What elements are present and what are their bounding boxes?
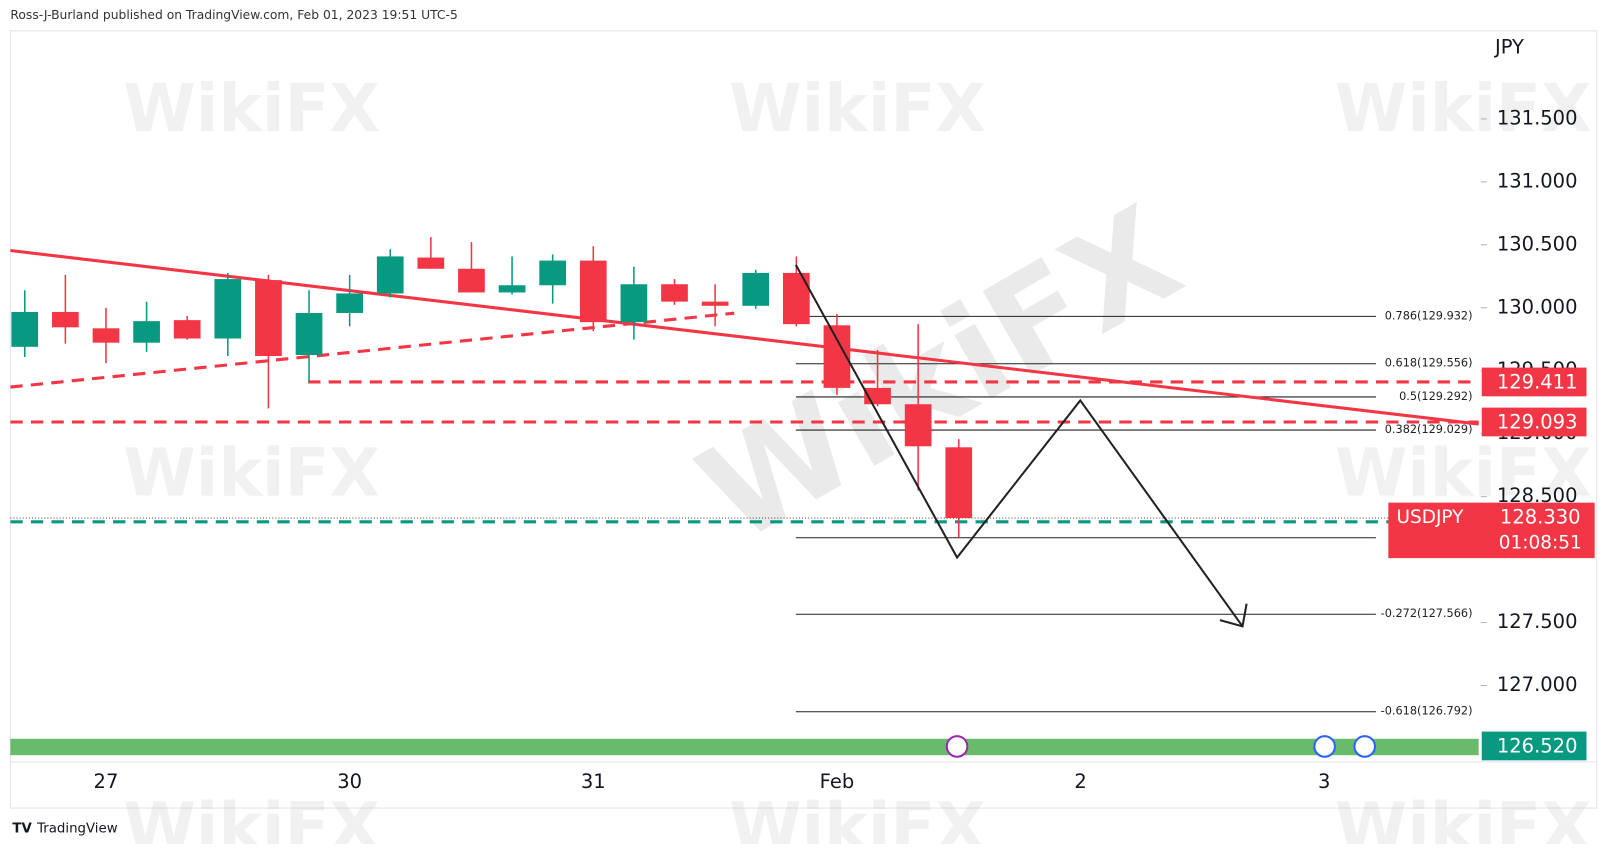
- candle-body: [92, 328, 120, 343]
- trend-line-dashed: [10, 311, 735, 389]
- watermark: WikiFX: [123, 436, 380, 512]
- price-label: 129.093: [1497, 411, 1578, 434]
- support-band: [10, 738, 1479, 756]
- fib-label: 0.382(129.029): [1385, 423, 1473, 436]
- candle-body: [539, 260, 567, 286]
- trend-line: [10, 249, 1479, 426]
- logo: TV: [12, 822, 32, 837]
- arrow-head: [1219, 603, 1248, 628]
- last-price: 128.330: [1500, 506, 1581, 529]
- candle-body: [52, 311, 79, 328]
- price-label-box: [1481, 731, 1587, 761]
- watermark: WikiFX: [1335, 436, 1592, 512]
- candle-body: [945, 447, 973, 519]
- candle-body: [417, 257, 445, 269]
- candle-body: [498, 285, 526, 293]
- y-tick-label: 131.000: [1497, 169, 1578, 192]
- projection: [794, 264, 1244, 627]
- price-label: 129.411: [1497, 370, 1578, 393]
- event-icon: [945, 735, 969, 758]
- candle-body: [458, 268, 485, 293]
- price-label-box: [1481, 367, 1587, 397]
- symbol: USDJPY: [1397, 507, 1465, 528]
- watermark: WikiFX: [729, 71, 986, 147]
- fib-label: 0.786(129.932): [1385, 309, 1473, 322]
- watermark: WikiFX: [1335, 71, 1592, 147]
- candle-body: [376, 256, 404, 294]
- y-tick-label: 131.500: [1497, 106, 1578, 129]
- y-tick-label: 130.500: [1497, 232, 1578, 255]
- fib-label: -0.272(127.566): [1381, 607, 1473, 620]
- watermark: WikiFX: [123, 790, 380, 844]
- candle-body: [295, 312, 323, 356]
- x-tick-label: 27: [94, 770, 119, 793]
- x-tick-label: 3: [1318, 770, 1330, 793]
- candle-body: [661, 284, 688, 302]
- watermark: WikiFX: [729, 790, 986, 844]
- attribution: Ross-J-Burland published on TradingView.…: [10, 8, 457, 22]
- candle-body: [173, 320, 201, 339]
- candle-body: [11, 311, 39, 347]
- candle-body: [620, 284, 648, 323]
- currency: JPY: [1493, 36, 1524, 59]
- price-label-box: [1481, 407, 1587, 437]
- y-tick-label: 127.000: [1497, 673, 1578, 696]
- last-price-box: [1388, 502, 1595, 559]
- event-icon: [1353, 735, 1376, 758]
- fib-label: -0.618(126.792): [1381, 705, 1473, 718]
- watermark: WikiFX: [123, 71, 380, 147]
- x-tick-label: 31: [581, 770, 606, 793]
- footer: TradingView: [36, 822, 118, 837]
- fib-label: 0.5(129.292): [1399, 390, 1472, 403]
- candle-body: [214, 279, 242, 339]
- event-icon: [1313, 735, 1336, 758]
- x-tick-label: Feb: [820, 770, 855, 793]
- y-tick-label: 127.500: [1497, 610, 1578, 633]
- candle-body: [701, 301, 729, 306]
- x-tick-label: 30: [337, 770, 362, 793]
- candle-body: [742, 272, 770, 306]
- price-label: 126.520: [1497, 734, 1578, 757]
- y-tick-label: 130.000: [1497, 295, 1578, 318]
- candle-body: [255, 280, 282, 357]
- watermark: WikiFX: [1335, 790, 1592, 844]
- candle-body: [133, 321, 160, 343]
- candle-body: [336, 293, 363, 313]
- y-tick-label: 128.500: [1497, 484, 1578, 507]
- candle-body: [904, 404, 932, 447]
- countdown: 01:08:51: [1499, 533, 1582, 554]
- x-tick-label: 2: [1074, 770, 1086, 793]
- frame: [9, 30, 1598, 809]
- fib-label: 0.618(129.556): [1385, 357, 1473, 370]
- candle-body: [579, 260, 607, 323]
